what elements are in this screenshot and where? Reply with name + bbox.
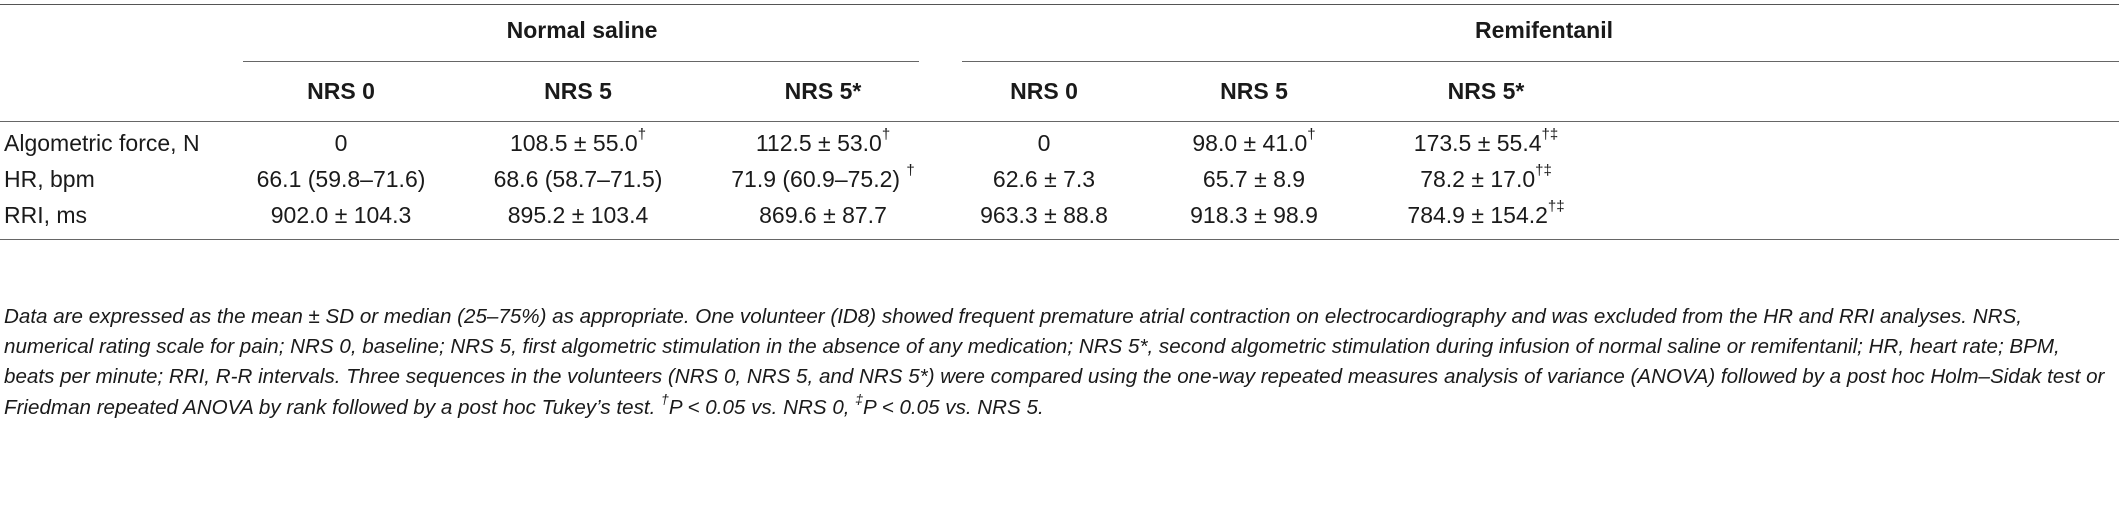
double-dagger-symbol: ‡	[855, 390, 864, 407]
group-header-remifentanil: Remifentanil	[1474, 17, 1614, 43]
table-cell: 963.3 ± 88.8	[980, 202, 1108, 228]
column-header: NRS 5*	[784, 78, 862, 104]
table-cell: 62.6 ± 7.3	[992, 166, 1096, 192]
table-cell: 918.3 ± 98.9	[1190, 202, 1318, 228]
row-label: HR, bpm	[4, 166, 95, 192]
table-cell: 902.0 ± 104.3	[270, 202, 412, 228]
table-cell: 112.5 ± 53.0†	[755, 126, 891, 156]
header-bottom-rule	[0, 121, 2119, 122]
table-top-rule	[0, 4, 2119, 5]
table-cell: 895.2 ± 103.4	[507, 202, 649, 228]
table-cell: 869.6 ± 87.7	[759, 202, 887, 228]
table-cell: 108.5 ± 55.0†	[509, 126, 647, 156]
table-cell: 0	[1037, 130, 1051, 156]
row-label: Algometric force, N	[4, 130, 200, 156]
table-bottom-rule	[0, 239, 2119, 240]
group-header-normal-saline: Normal saline	[506, 17, 658, 43]
column-header: NRS 5*	[1447, 78, 1525, 104]
table-footnote: Data are expressed as the mean ± SD or m…	[4, 302, 2112, 423]
double-dagger-note: P < 0.05 vs. NRS 5.	[863, 395, 1044, 419]
table-cell: 65.7 ± 8.9	[1202, 166, 1306, 192]
footnote-text: Data are expressed as the mean ± SD or m…	[4, 305, 2105, 419]
table-cell: 66.1 (59.8–71.6)	[256, 166, 426, 192]
dagger-symbol: †	[661, 390, 669, 407]
column-header: NRS 5	[1220, 78, 1288, 104]
group-rule-remifentanil	[962, 61, 2119, 62]
table-cell: 784.9 ± 154.2†‡	[1407, 198, 1565, 228]
row-label: RRI, ms	[4, 202, 88, 228]
group-rule-normal-saline	[243, 61, 919, 62]
table-cell: 78.2 ± 17.0†‡	[1420, 162, 1552, 192]
column-header: NRS 0	[1010, 78, 1078, 104]
column-header: NRS 0	[307, 78, 375, 104]
table-cell: 173.5 ± 55.4†‡	[1413, 126, 1559, 156]
table-cell: 0	[334, 130, 348, 156]
table-cell: 71.9 (60.9–75.2) †	[731, 162, 915, 192]
table-cell: 68.6 (58.7–71.5)	[493, 166, 663, 192]
dagger-note: P < 0.05 vs. NRS 0,	[668, 395, 856, 419]
table-cell: 98.0 ± 41.0†	[1192, 126, 1316, 156]
column-header: NRS 5	[544, 78, 612, 104]
